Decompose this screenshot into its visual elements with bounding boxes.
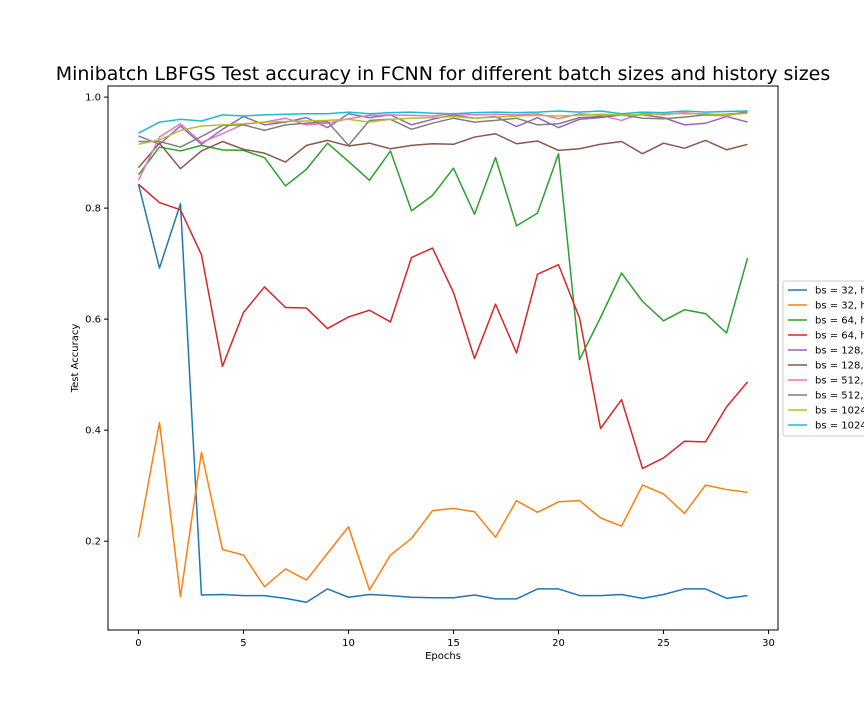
x-tick-label: 0 (135, 638, 141, 649)
x-axis: 0 5 10 15 20 25 30 (135, 630, 775, 649)
series-line-7 (138, 111, 748, 148)
y-tick-label: 0.6 (85, 315, 101, 326)
legend-label-8: bs = 1024 (815, 406, 864, 417)
y-tick-label: 0.2 (85, 537, 101, 548)
legend: bs = 32, h bs = 32, h bs = 64, h bs = 64, h… (782, 280, 864, 437)
series-line-0 (137, 184, 748, 603)
y-tick-label: 0.8 (85, 204, 101, 215)
plot-area (137, 110, 749, 603)
y-tick-label: 0.4 (85, 426, 101, 437)
y-axis: 0.2 0.4 0.6 0.8 1.0 (85, 93, 108, 548)
x-tick-label: 10 (342, 638, 355, 649)
x-tick-label: 25 (657, 638, 670, 649)
legend-label-0: bs = 32, h (815, 286, 864, 297)
series-line-5 (137, 132, 748, 170)
x-tick-label: 30 (762, 638, 775, 649)
legend-label-2: bs = 64, h (815, 316, 864, 327)
series-line-8 (138, 112, 748, 146)
legend-label-5: bs = 128, (815, 361, 864, 372)
x-tick-label: 20 (552, 638, 565, 649)
x-tick-label: 5 (240, 638, 246, 649)
x-tick-label: 15 (447, 638, 460, 649)
legend-label-9: bs = 1024 (815, 421, 864, 432)
series-line-9 (138, 110, 748, 134)
series-line-3 (137, 183, 749, 470)
legend-label-6: bs = 512, (815, 376, 864, 387)
y-axis-label: Test Accuracy (70, 324, 81, 394)
series-line-6 (137, 110, 748, 181)
legend-label-3: bs = 64, h (815, 331, 864, 342)
plot-frame (107, 85, 779, 631)
x-axis-label: Epochs (425, 651, 461, 662)
legend-label-1: bs = 32, h (815, 301, 864, 312)
chart-title: Minibatch LBFGS Test accuracy in FCNN fo… (56, 63, 831, 85)
series-line-2 (137, 142, 749, 361)
y-tick-label: 1.0 (85, 93, 101, 104)
legend-label-4: bs = 128, (815, 346, 864, 357)
legend-label-7: bs = 512, (815, 391, 864, 402)
series-line-1 (137, 421, 748, 598)
